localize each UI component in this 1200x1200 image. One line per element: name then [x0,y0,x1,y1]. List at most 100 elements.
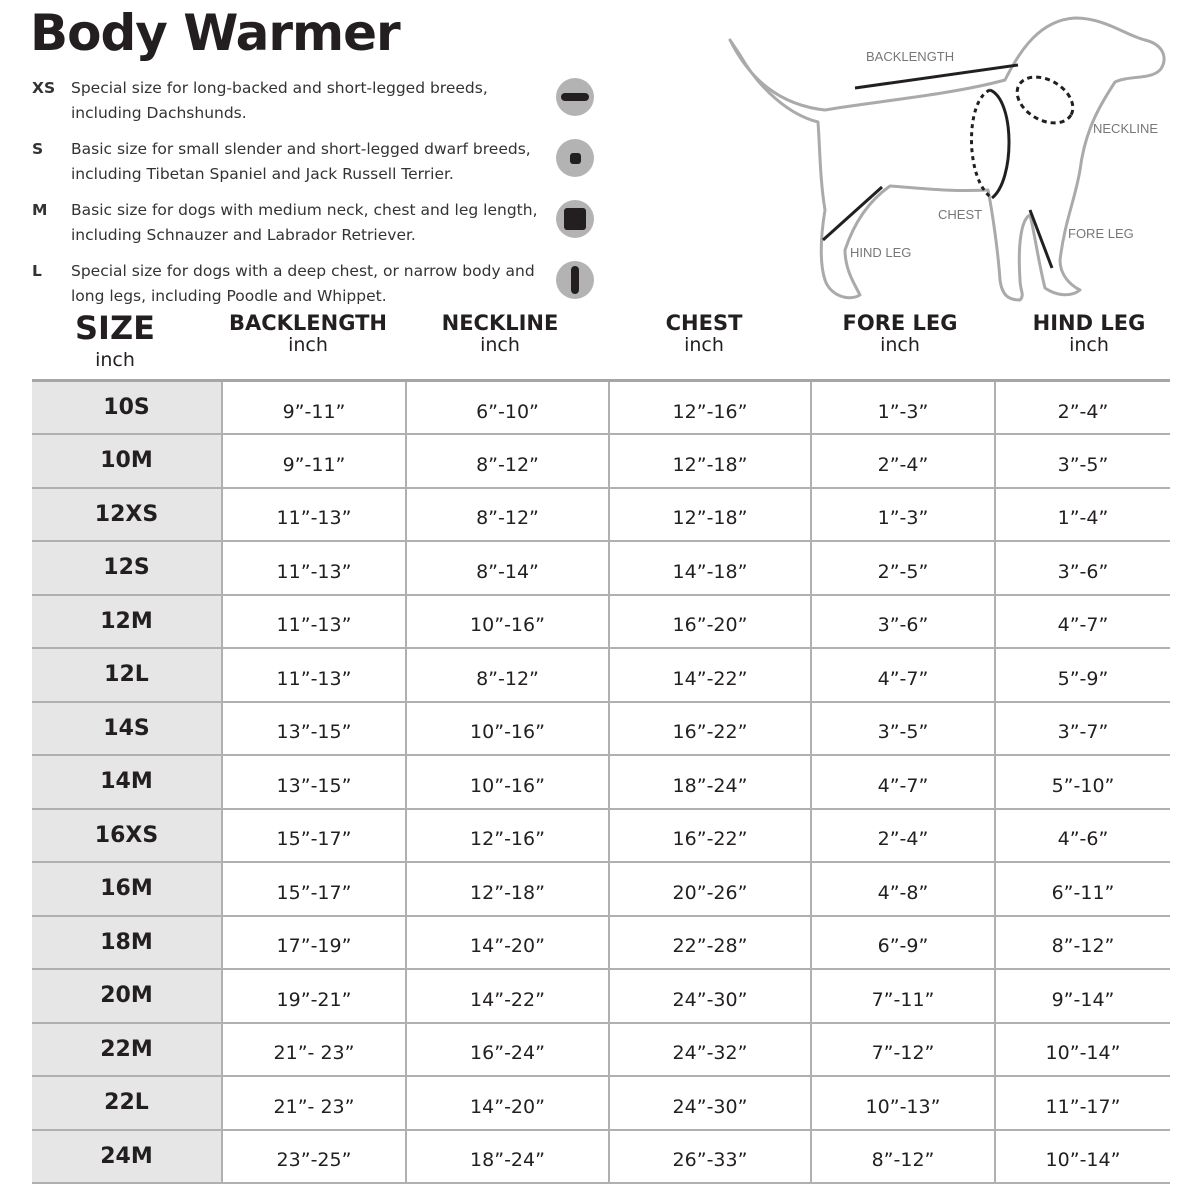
measurement-cell: 20”-26” [608,862,811,917]
measurement-cell: 14”-20” [405,1076,609,1131]
chest-label: CHEST [938,207,982,222]
dog-outline [728,16,1166,302]
measurement-cell: 4”-8” [810,862,995,917]
table-row: 22L 21”- 23” 14”-20” 24”-30” 10”-13” 11”-17” [32,1076,1170,1131]
measurement-cell: 8”-14” [405,541,609,596]
size-code: S [32,140,44,158]
size-cell: 12S [32,541,222,596]
size-cell: 16XS [32,808,222,863]
table-row: 20M 19”-21” 14”-22” 24”-30” 7”-11” 9”-14” [32,969,1170,1024]
size-cell: 14S [32,701,222,756]
measurement-cell: 12”-16” [608,380,811,435]
measurement-cell: 8”-12” [405,487,609,542]
column-header: CHEST inch [594,312,814,356]
measurement-cell: 14”-22” [608,648,811,703]
hind-leg-label: HIND LEG [850,245,911,260]
column-header: FORE LEG inch [790,312,1010,356]
measurement-cell: 9”-14” [994,969,1170,1024]
measurement-cell: 11”-13” [221,541,406,596]
measurement-cell: 4”-6” [994,808,1170,863]
measurement-cell: 15”-17” [221,808,406,863]
measurement-cell: 12”-18” [405,862,609,917]
table-row: 16M 15”-17” 12”-18” 20”-26” 4”-8” 6”-11” [32,862,1170,917]
measurement-cell: 9”-11” [221,434,406,489]
measurement-cell: 13”-15” [221,701,406,756]
size-description-m: M Basic size for dogs with medium neck, … [32,198,612,248]
measurement-cell: 14”-20” [405,915,609,970]
size-cell: 12XS [32,487,222,542]
measurement-cell: 16”-22” [608,701,811,756]
fore-leg-label: FORE LEG [1068,226,1134,241]
measurement-cell: 2”-4” [810,434,995,489]
measurement-cell: 8”-12” [405,648,609,703]
measurement-cell: 3”-6” [994,541,1170,596]
column-header-unit: inch [288,334,328,356]
table-row: 24M 23”-25” 18”-24” 26”-33” 8”-12” 10”-14” [32,1129,1170,1184]
horizontal-bar-icon [556,78,594,116]
measurement-cell: 1”-4” [994,487,1170,542]
measurement-cell: 21”- 23” [221,1022,406,1077]
measurement-cell: 10”-14” [994,1129,1170,1184]
size-description-text: Basic size for dogs with medium neck, ch… [71,201,538,244]
column-header-label: HIND LEG [1032,311,1146,335]
column-header: BACKLENGTH inch [198,312,418,356]
measurement-cell: 24”-32” [608,1022,811,1077]
dog-measurement-diagram: BACKLENGTH NECKLINE CHEST FORE LEG HIND … [728,16,1166,302]
size-cell: 14M [32,755,222,810]
measurement-cell: 22”-28” [608,915,811,970]
measurement-cell: 13”-15” [221,755,406,810]
measurement-cell: 10”-13” [810,1076,995,1131]
column-header-unit: inch [1069,334,1109,356]
table-row: 12M 11”-13” 10”-16” 16”-20” 3”-6” 4”-7” [32,594,1170,649]
measurement-cell: 10”-16” [405,755,609,810]
measurement-cell: 16”-24” [405,1022,609,1077]
measurement-cell: 8”-12” [405,434,609,489]
measurement-cell: 26”-33” [608,1129,811,1184]
column-header-label: SIZE [74,309,155,347]
neckline-marker [1015,75,1075,125]
measurement-cell: 1”-3” [810,380,995,435]
size-cell: 20M [32,969,222,1024]
measurement-cell: 12”-16” [405,808,609,863]
measurement-cell: 16”-20” [608,594,811,649]
size-cell: 12M [32,594,222,649]
measurement-cell: 10”-14” [994,1022,1170,1077]
size-cell: 22L [32,1076,222,1131]
size-description-s: S Basic size for small slender and short… [32,137,612,187]
large-square-icon [556,200,594,238]
size-code: M [32,201,48,219]
measurement-cell: 11”-13” [221,648,406,703]
measurement-cell: 15”-17” [221,862,406,917]
measurement-cell: 10”-16” [405,701,609,756]
small-square-icon [556,139,594,177]
measurement-cell: 7”-11” [810,969,995,1024]
column-header: SIZE inch [5,312,225,376]
measurement-cell: 23”-25” [221,1129,406,1184]
size-description-text: Special size for dogs with a deep chest,… [71,262,535,305]
size-code: XS [32,79,56,97]
vertical-bar-icon [556,261,594,299]
size-table: 10S 9”-11” 6”-10” 12”-16” 1”-3” 2”-4” 10M 9”-11… [32,379,1170,1184]
measurement-cell: 7”-12” [810,1022,995,1077]
measurement-cell: 2”-4” [994,380,1170,435]
table-row: 10M 9”-11” 8”-12” 12”-18” 2”-4” 3”-5” [32,434,1170,489]
measurement-cell: 9”-11” [221,380,406,435]
table-row: 14M 13”-15” 10”-16” 18”-24” 4”-7” 5”-10” [32,755,1170,810]
column-header-label: CHEST [665,311,743,335]
table-row: 12L 11”-13” 8”-12” 14”-22” 4”-7” 5”-9” [32,648,1170,703]
measurement-cell: 10”-16” [405,594,609,649]
size-cell: 18M [32,915,222,970]
column-header-unit: inch [95,349,135,371]
column-header-label: FORE LEG [842,311,958,335]
measurement-cell: 18”-24” [608,755,811,810]
measurement-cell: 2”-5” [810,541,995,596]
measurement-cell: 18”-24” [405,1129,609,1184]
measurement-cell: 14”-22” [405,969,609,1024]
size-description-xs: XS Special size for long-backed and shor… [32,76,612,126]
measurement-cell: 21”- 23” [221,1076,406,1131]
table-row: 12S 11”-13” 8”-14” 14”-18” 2”-5” 3”-6” [32,541,1170,596]
measurement-cell: 19”-21” [221,969,406,1024]
measurement-cell: 3”-7” [994,701,1170,756]
measurement-cell: 4”-7” [994,594,1170,649]
table-row: 18M 17”-19” 14”-20” 22”-28” 6”-9” 8”-12” [32,915,1170,970]
